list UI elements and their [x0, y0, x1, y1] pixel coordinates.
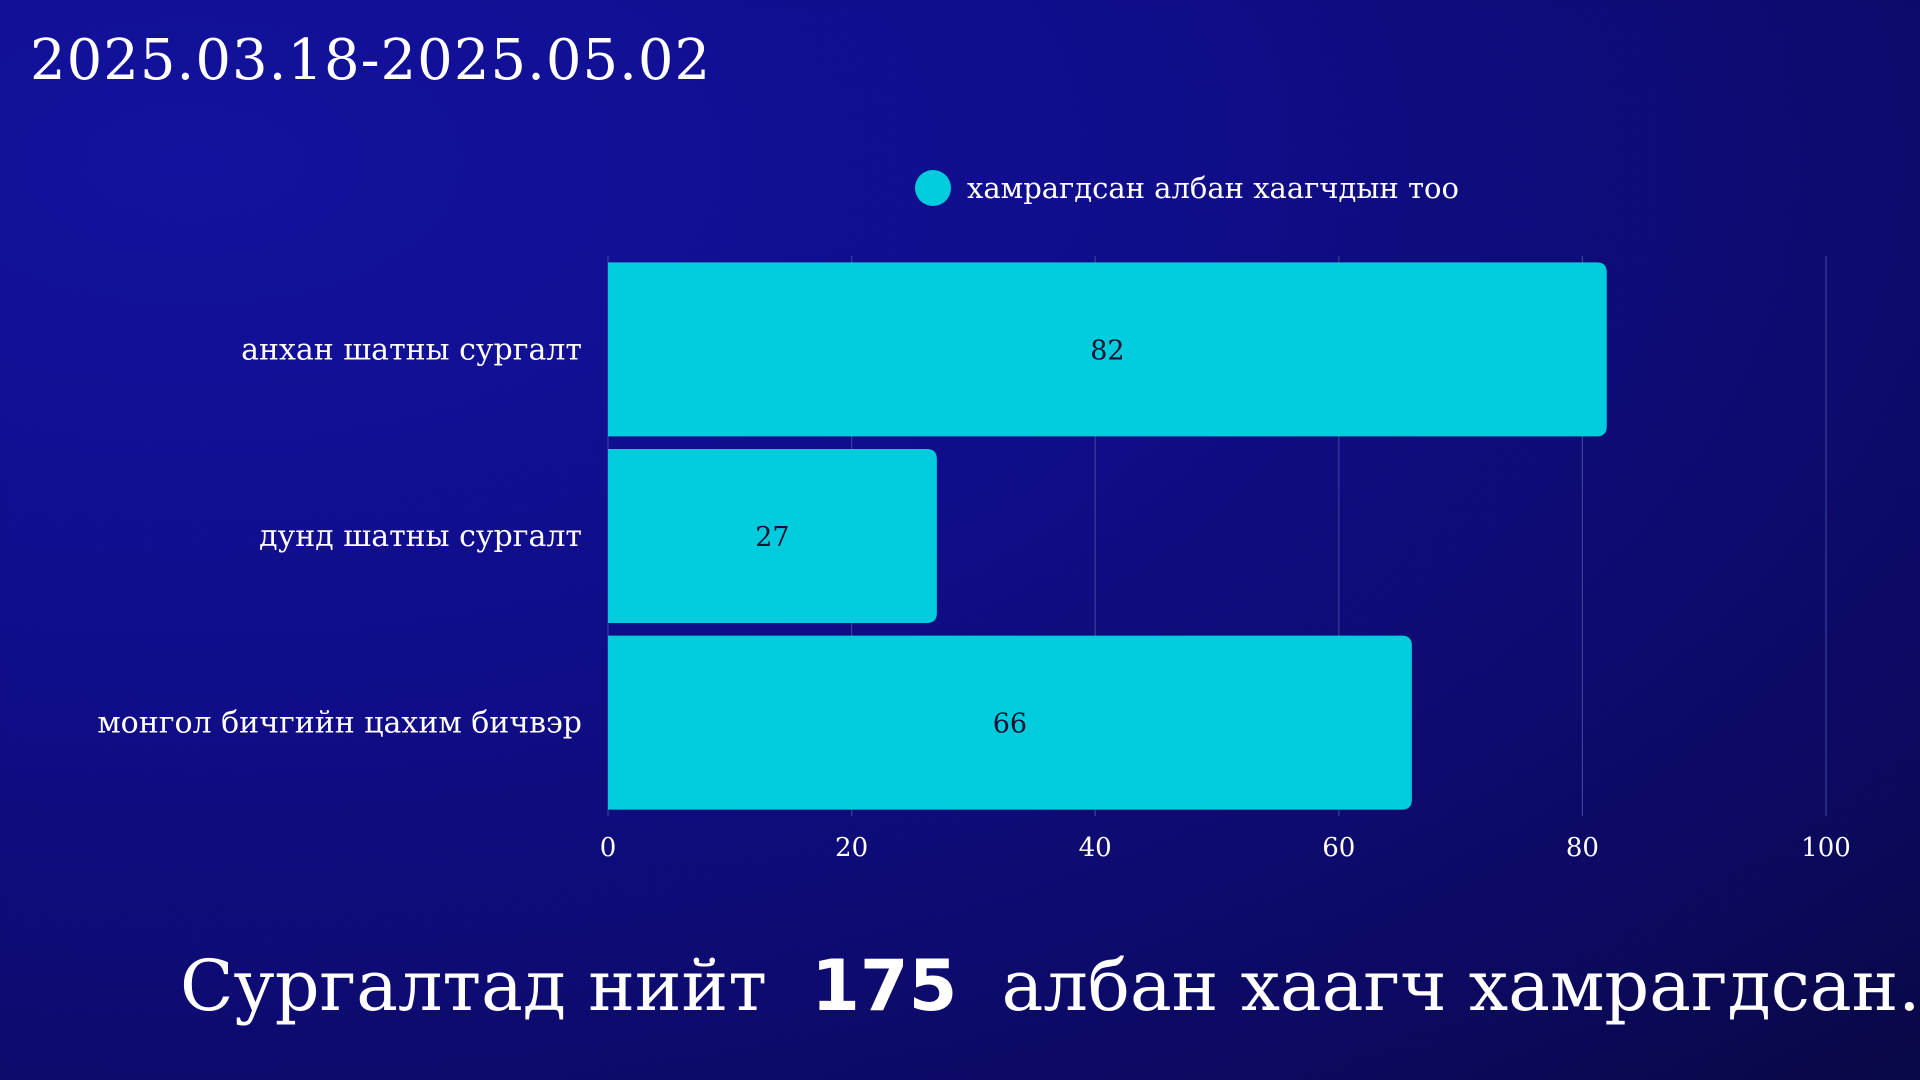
bar — [608, 262, 1607, 437]
date-range-title: 2025.03.18-2025.05.02 — [30, 28, 712, 93]
bar — [608, 449, 937, 623]
x-tick-label: 20 — [835, 833, 868, 863]
x-tick-labels: 0 20 40 60 80 100 — [600, 833, 1851, 863]
summary-total: 175 — [811, 945, 958, 1027]
category-label: монгол бичгийн цахим бичвэр — [97, 706, 582, 741]
summary-prefix: Сургалтад нийт — [180, 945, 767, 1027]
legend-swatch — [915, 170, 951, 206]
bar-value-label: 82 — [1090, 335, 1124, 366]
chart-legend: хамрагдсан албан хаагчдын тоо — [915, 170, 1459, 206]
bar-value-label: 66 — [993, 709, 1027, 740]
x-tick-label: 40 — [1079, 833, 1112, 863]
bars: 82 27 66 — [608, 262, 1607, 810]
bar — [608, 635, 1412, 810]
category-labels: анхан шатны сургалт дунд шатны сургалт мон… — [97, 332, 582, 740]
summary-suffix: албан хаагч хамрагдсан. — [1001, 945, 1920, 1027]
legend-label: хамрагдсан албан хаагчдын тоо — [967, 171, 1459, 205]
x-tick-label: 60 — [1322, 833, 1355, 863]
x-tick-label: 80 — [1566, 833, 1599, 863]
x-tick-label: 100 — [1801, 833, 1851, 863]
bar-value-label: 27 — [755, 522, 789, 553]
x-tick-label: 0 — [600, 833, 617, 863]
category-label: дунд шатны сургалт — [259, 519, 582, 554]
category-label: анхан шатны сургалт — [241, 332, 582, 367]
summary-text: Сургалтад нийт 175 албан хаагч хамрагдса… — [180, 945, 1920, 1027]
